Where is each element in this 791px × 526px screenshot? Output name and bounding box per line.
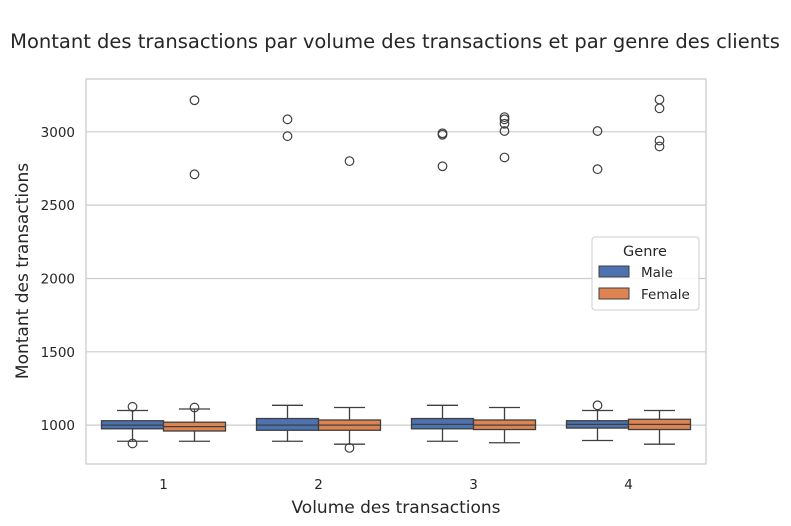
x-tick-label-2: 2 xyxy=(314,477,323,493)
legend-title: Genre xyxy=(623,244,667,260)
x-tick-label-1: 1 xyxy=(159,477,168,493)
box-female-2 xyxy=(317,156,382,453)
box-iqr xyxy=(410,417,475,430)
box-female-4 xyxy=(627,94,692,445)
outlier-point xyxy=(282,131,293,142)
outlier-point xyxy=(127,401,138,412)
y-tick-label-2000: 2000 xyxy=(41,271,75,287)
box-female-1 xyxy=(162,95,227,442)
box-marks xyxy=(100,94,692,453)
legend-swatch-male xyxy=(598,265,630,278)
box-female-3 xyxy=(472,112,537,444)
y-tick-label-1000: 1000 xyxy=(41,418,75,434)
box-male-4 xyxy=(565,126,630,442)
outlier-point xyxy=(654,141,665,152)
y-tick-label-1500: 1500 xyxy=(41,345,75,361)
box-iqr xyxy=(255,417,320,431)
box-male-3 xyxy=(410,128,475,442)
outlier-point xyxy=(127,438,138,449)
outlier-point xyxy=(654,103,665,114)
outlier-point xyxy=(499,126,510,136)
legend: Genre Male Female xyxy=(591,236,700,311)
outlier-point xyxy=(437,129,448,140)
x-tick-label-3: 3 xyxy=(469,477,478,493)
outlier-point xyxy=(437,161,448,172)
outlier-point xyxy=(592,164,603,175)
outlier-point xyxy=(654,135,665,146)
outlier-point xyxy=(499,152,510,163)
outlier-point xyxy=(592,126,603,136)
outlier-point xyxy=(592,400,603,411)
chart-title: Montant des transactions par volume des … xyxy=(10,30,780,53)
x-axis-label: Volume des transactions xyxy=(291,498,500,518)
box-male-1 xyxy=(100,401,165,449)
outlier-point xyxy=(189,95,200,106)
y-tick-label-3000: 3000 xyxy=(41,125,75,141)
outlier-point xyxy=(189,169,200,180)
legend-label-male: Male xyxy=(641,265,673,281)
outlier-point xyxy=(499,114,510,125)
tick-labels: 1000 1500 2000 2500 3000 1 2 3 4 xyxy=(41,125,633,493)
y-axis-label: Montant des transactions xyxy=(13,163,33,379)
x-tick-label-4: 4 xyxy=(624,477,633,493)
outlier-point xyxy=(499,118,510,129)
outlier-point xyxy=(189,402,200,413)
plot-frame xyxy=(85,78,707,465)
outlier-point xyxy=(654,94,665,105)
outlier-point xyxy=(344,156,355,167)
outlier-point xyxy=(282,114,293,125)
box-male-2 xyxy=(255,114,320,442)
legend-label-female: Female xyxy=(641,287,690,303)
outlier-point xyxy=(344,442,355,453)
y-tick-label-2500: 2500 xyxy=(41,198,75,214)
legend-swatch-female xyxy=(598,287,630,300)
